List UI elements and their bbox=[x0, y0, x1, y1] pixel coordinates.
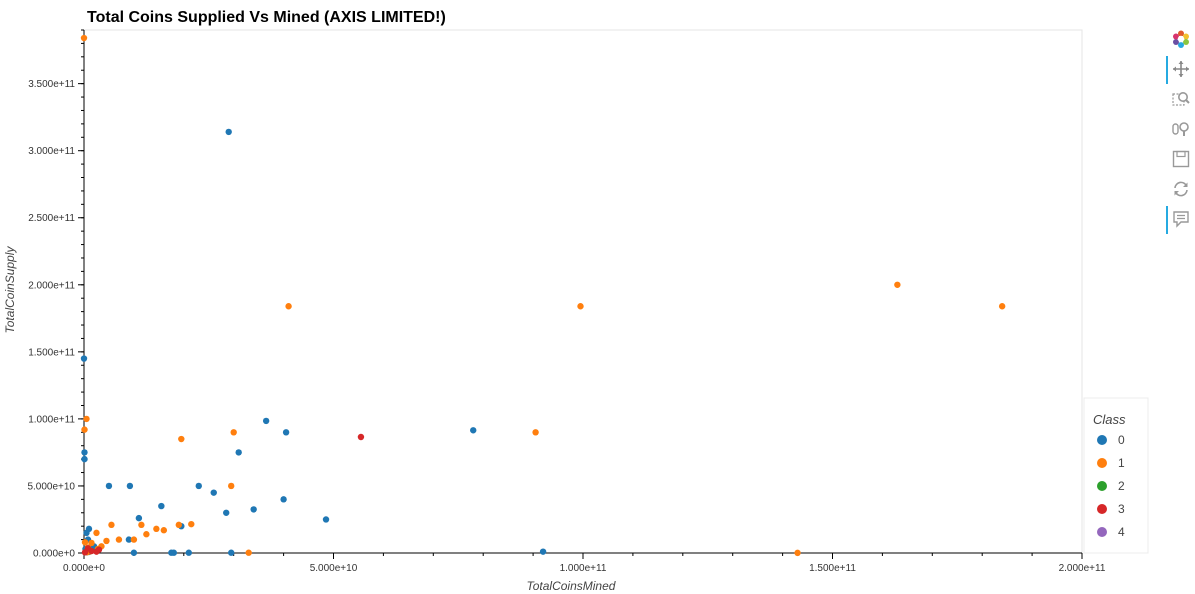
data-point-class-0 bbox=[81, 449, 88, 456]
data-point-class-0 bbox=[81, 455, 88, 463]
data-point-class-0 bbox=[282, 429, 290, 436]
y-tick-label: 3.500e+11 bbox=[28, 79, 75, 90]
x-tick-label: 1.500e+11 bbox=[809, 563, 856, 574]
bokeh-logo-icon[interactable] bbox=[1166, 26, 1195, 54]
y-tick-label: 0.000e+0 bbox=[33, 549, 75, 560]
data-point-class-0 bbox=[135, 514, 143, 522]
legend: Class 0 1 2 3 4 bbox=[1083, 397, 1149, 554]
data-point-class-0 bbox=[126, 482, 134, 490]
data-point-class-0 bbox=[83, 529, 90, 537]
y-axis: 0.000e+0 5.000e+10 1.000e+11 1.500e+11 2.000… bbox=[27, 29, 85, 560]
wheel-zoom-icon[interactable] bbox=[1166, 116, 1195, 144]
data-point-class-1 bbox=[285, 303, 292, 310]
data-point-class-0 bbox=[80, 355, 88, 362]
legend-items: 0 1 2 3 4 bbox=[1097, 433, 1125, 539]
data-point-class-1 bbox=[81, 426, 88, 433]
data-point-class-0 bbox=[225, 128, 232, 136]
data-point-class-1 bbox=[93, 529, 100, 537]
plot-frame bbox=[83, 29, 1083, 554]
data-point-class-0 bbox=[158, 502, 165, 510]
data-point-class-3 bbox=[84, 545, 92, 552]
data-point-class-1 bbox=[178, 435, 185, 443]
x-tick-label: 5.000e+10 bbox=[310, 563, 358, 574]
data-point-class-0 bbox=[130, 549, 138, 556]
pan-icon[interactable] bbox=[1166, 56, 1195, 84]
legend-marker-3 bbox=[1097, 504, 1107, 514]
data-point-class-1 bbox=[188, 520, 195, 528]
data-point-class-0 bbox=[170, 549, 178, 556]
data-point-class-0 bbox=[105, 482, 113, 490]
data-point-class-1 bbox=[138, 521, 145, 529]
x-tick-label: 2.000e+11 bbox=[1059, 563, 1106, 574]
data-point-class-1 bbox=[160, 527, 168, 534]
data-points bbox=[80, 34, 1006, 557]
data-point-class-1 bbox=[998, 303, 1006, 310]
data-point-class-1 bbox=[115, 536, 123, 543]
data-point-class-3 bbox=[95, 546, 103, 553]
data-point-class-0 bbox=[539, 548, 547, 555]
y-axis-label: TotalCoinSupply bbox=[3, 246, 17, 334]
data-point-class-0 bbox=[210, 489, 217, 496]
y-tick-label: 1.500e+11 bbox=[28, 347, 75, 358]
x-tick-label: 0.000e+0 bbox=[63, 563, 105, 574]
x-axis: 0.000e+0 5.000e+10 1.000e+11 1.500e+11 2.000… bbox=[63, 552, 1106, 574]
data-point-class-0 bbox=[280, 496, 287, 503]
save-icon[interactable] bbox=[1166, 146, 1195, 174]
data-point-class-3 bbox=[357, 433, 365, 441]
legend-label-2: 2 bbox=[1118, 479, 1125, 493]
data-point-class-0 bbox=[262, 417, 270, 425]
data-point-class-1 bbox=[80, 34, 88, 42]
data-point-class-1 bbox=[245, 549, 252, 556]
data-point-class-0 bbox=[228, 549, 235, 556]
data-point-class-0 bbox=[322, 516, 330, 523]
data-point-class-1 bbox=[794, 549, 801, 557]
data-point-class-0 bbox=[195, 482, 202, 490]
reset-icon[interactable] bbox=[1166, 176, 1195, 204]
legend-marker-4 bbox=[1097, 527, 1107, 537]
y-tick-label: 5.000e+10 bbox=[27, 481, 75, 492]
legend-label-3: 3 bbox=[1118, 502, 1125, 516]
data-point-class-1 bbox=[532, 429, 539, 436]
legend-label-0: 0 bbox=[1118, 433, 1125, 447]
legend-title: Class bbox=[1093, 412, 1126, 427]
data-point-class-0 bbox=[250, 506, 257, 513]
data-point-class-1 bbox=[230, 429, 237, 436]
data-point-class-1 bbox=[577, 303, 584, 310]
data-point-class-1 bbox=[88, 539, 95, 547]
data-point-class-1 bbox=[81, 539, 89, 546]
data-point-class-0 bbox=[470, 427, 477, 434]
data-point-class-0 bbox=[185, 549, 192, 556]
x-tick-label: 1.000e+11 bbox=[560, 563, 607, 574]
data-point-class-1 bbox=[894, 281, 901, 288]
legend-marker-2 bbox=[1097, 481, 1107, 491]
legend-label-1: 1 bbox=[1118, 456, 1125, 470]
data-point-class-1 bbox=[108, 521, 115, 529]
data-point-class-0 bbox=[235, 449, 242, 456]
hover-icon[interactable] bbox=[1166, 206, 1195, 234]
data-point-class-1 bbox=[143, 531, 150, 538]
data-point-class-1 bbox=[228, 482, 235, 490]
data-point-class-1 bbox=[130, 536, 138, 543]
legend-marker-0 bbox=[1097, 435, 1107, 445]
legend-box bbox=[1083, 397, 1149, 554]
data-point-class-0 bbox=[125, 536, 133, 543]
box-zoom-icon[interactable] bbox=[1166, 86, 1195, 114]
data-point-class-1 bbox=[103, 537, 110, 545]
y-tick-label: 2.500e+11 bbox=[28, 213, 75, 224]
y-tick-label: 3.000e+11 bbox=[28, 146, 75, 157]
y-tick-label: 2.000e+11 bbox=[28, 280, 75, 291]
data-point-class-1 bbox=[83, 415, 90, 423]
legend-marker-1 bbox=[1097, 458, 1107, 468]
chart-title: Total Coins Supplied Vs Mined (AXIS LIMI… bbox=[87, 9, 446, 26]
x-axis-label: TotalCoinsMined bbox=[527, 579, 616, 593]
data-point-class-0 bbox=[223, 509, 230, 516]
y-tick-label: 1.000e+11 bbox=[28, 414, 75, 425]
legend-label-4: 4 bbox=[1118, 525, 1125, 539]
data-point-class-1 bbox=[153, 525, 160, 533]
data-point-class-1 bbox=[175, 521, 183, 529]
